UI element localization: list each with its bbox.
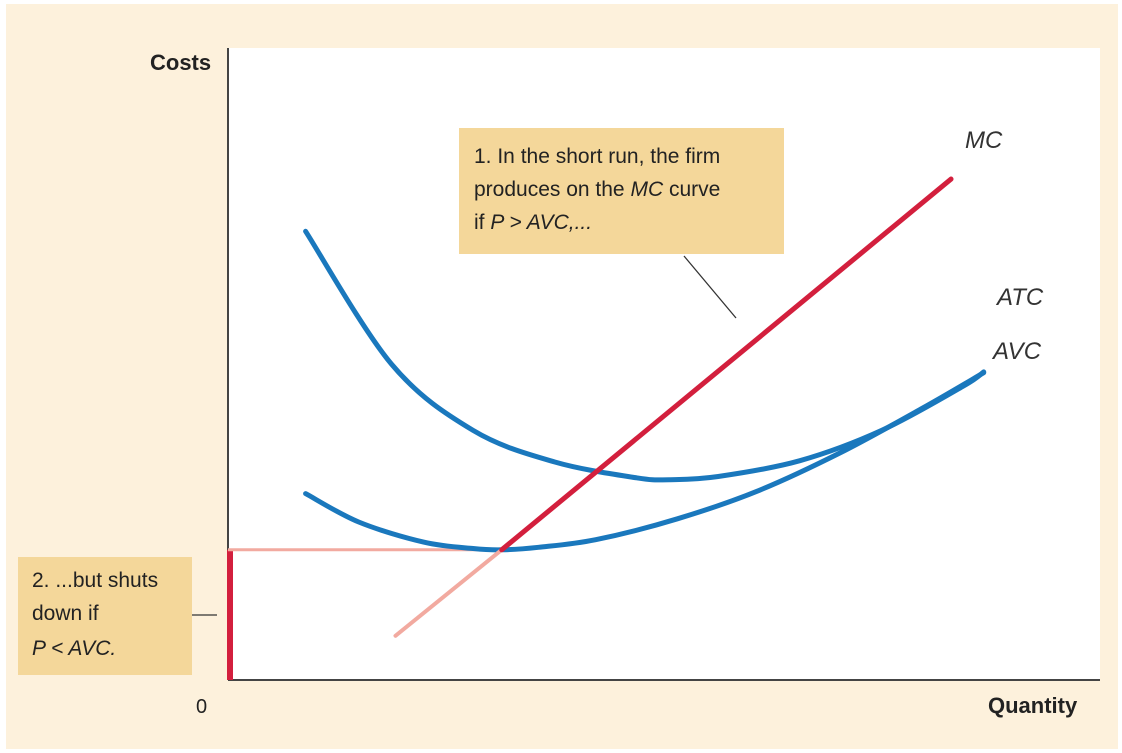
x-axis-label: Quantity: [988, 693, 1078, 718]
mc-curve-label: MC: [965, 127, 1003, 154]
short-run-callout-leader: [683, 255, 737, 319]
y-axis-label: Costs: [150, 50, 211, 75]
shutdown-callout-line2: down if: [32, 602, 99, 625]
shutdown-callout-line3: P < AVC.: [32, 637, 116, 660]
short-run-callout-line2: produces on the MC curve: [474, 178, 720, 201]
origin-label: 0: [196, 696, 207, 718]
mc-curve-below-avc: [393, 547, 504, 638]
atc-curve-label: ATC: [995, 284, 1044, 311]
short-run-callout-line3: if P > AVC,...: [474, 211, 592, 234]
shutdown-callout-box: [18, 557, 192, 675]
short-run-callout-line1: 1. In the short run, the firm: [474, 145, 720, 168]
avc-curve: [303, 370, 987, 553]
shutdown-callout-line1: 2. ...but shuts: [32, 569, 158, 592]
shutdown-range-bar: [227, 549, 233, 680]
short-run-callout-box: [459, 128, 784, 254]
avc-curve-label: AVC: [991, 338, 1042, 365]
mc-curve-supply: [499, 176, 954, 553]
